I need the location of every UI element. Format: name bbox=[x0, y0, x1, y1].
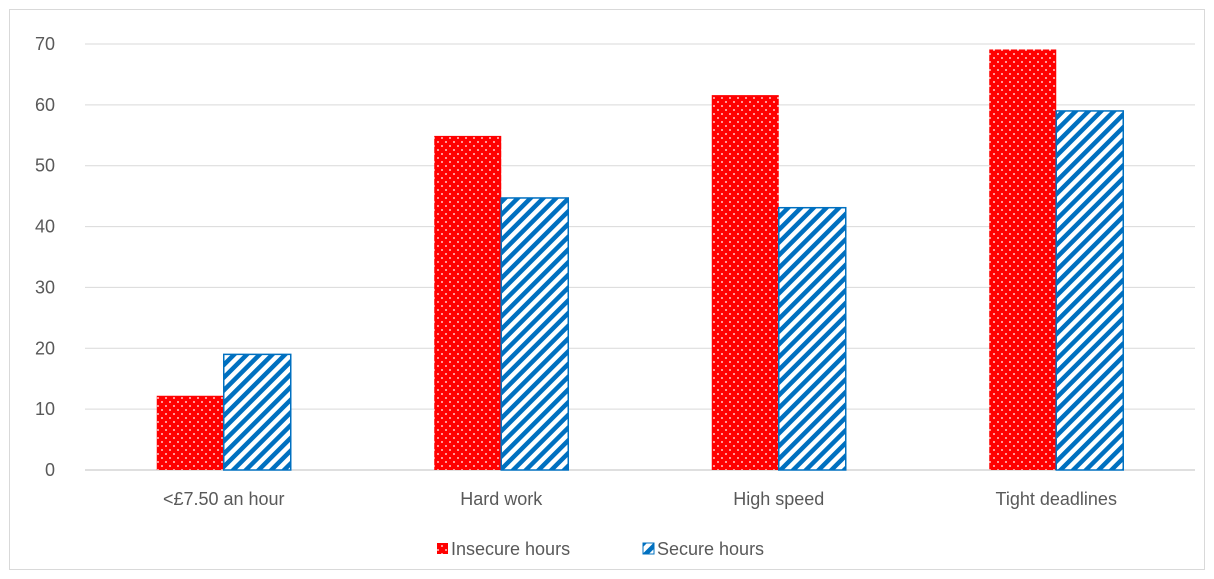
bar-secure-0 bbox=[223, 353, 292, 471]
bars bbox=[156, 49, 1124, 471]
y-tick-label: 20 bbox=[35, 338, 55, 358]
x-axis-ticks: <£7.50 an hour Hard work High speed Tight d… bbox=[163, 489, 1117, 509]
y-tick-label: 70 bbox=[35, 34, 55, 54]
bar-insecure-2 bbox=[711, 95, 779, 471]
y-axis-ticks: 0 10 20 30 40 50 60 70 bbox=[35, 34, 55, 480]
y-tick-label: 0 bbox=[45, 460, 55, 480]
legend-swatch-insecure bbox=[437, 543, 448, 554]
bar-insecure-0 bbox=[156, 395, 224, 470]
legend-swatch-secure bbox=[642, 542, 655, 555]
bar-secure-2 bbox=[778, 206, 847, 471]
bar-insecure-1 bbox=[434, 135, 502, 470]
y-tick-label: 40 bbox=[35, 217, 55, 237]
x-tick-label: <£7.50 an hour bbox=[163, 489, 285, 509]
legend: Insecure hours Secure hours bbox=[437, 539, 764, 559]
y-tick-label: 30 bbox=[35, 277, 55, 297]
bar-secure-3 bbox=[1055, 110, 1124, 471]
legend-label-insecure: Insecure hours bbox=[451, 539, 570, 559]
bar-insecure-3 bbox=[989, 49, 1057, 470]
y-tick-label: 60 bbox=[35, 95, 55, 115]
x-tick-label: Hard work bbox=[460, 489, 543, 509]
y-tick-label: 10 bbox=[35, 399, 55, 419]
bar-secure-1 bbox=[500, 197, 569, 471]
legend-label-secure: Secure hours bbox=[657, 539, 764, 559]
x-tick-label: High speed bbox=[733, 489, 824, 509]
x-tick-label: Tight deadlines bbox=[996, 489, 1117, 509]
y-tick-label: 50 bbox=[35, 156, 55, 176]
